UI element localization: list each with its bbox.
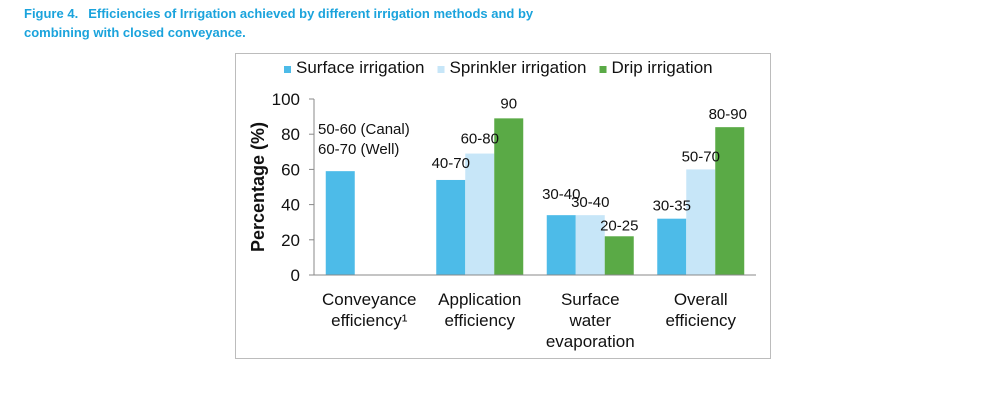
bar-chart: Surface irrigation Sprinkler irrigation Dr…	[248, 58, 756, 351]
bar-value-label: 80-90	[709, 106, 747, 123]
bars	[325, 118, 745, 275]
y-tick-label: 80	[281, 125, 300, 144]
x-tick-label: Surface water evaporation	[546, 290, 635, 351]
x-tick-label-line: Surface	[561, 290, 620, 309]
legend-swatch-surface	[284, 66, 291, 73]
x-tick-label-line: Application	[438, 290, 521, 309]
bar-sprinkler	[686, 169, 716, 275]
y-axis: 0 20 40 60 80 100	[272, 90, 315, 285]
legend-label: Drip irrigation	[612, 58, 713, 77]
bar-value-label: 50-70	[682, 148, 720, 165]
x-tick-label-line: Overall	[674, 290, 728, 309]
bar-surface	[436, 179, 466, 275]
y-tick-label: 100	[272, 90, 300, 109]
bar-value-label: 40-70	[432, 155, 470, 172]
bar-drip	[604, 236, 634, 275]
bar-value-label: 30-40	[542, 186, 580, 203]
x-tick-label: Conveyance efficiency¹	[322, 290, 417, 330]
bar-sprinkler	[575, 215, 605, 275]
bar-value-label: 30-35	[653, 198, 691, 215]
legend-swatch-drip	[599, 66, 607, 73]
x-tick-label-line: efficiency¹	[331, 311, 408, 330]
figure-caption: Figure 4. Efficiencies of Irrigation achi…	[24, 4, 584, 42]
legend-label: Surface irrigation	[296, 58, 425, 77]
x-axis: Conveyance efficiency¹ Application efficien…	[314, 274, 756, 351]
annotation-label: 50-60 (Canal)	[318, 121, 410, 138]
legend-swatch-sprinkler	[437, 66, 445, 73]
x-tick-label: Overall efficiency	[665, 290, 736, 330]
legend: Surface irrigation Sprinkler irrigation Dr…	[284, 58, 713, 77]
bar-drip	[494, 118, 524, 275]
bar-drip	[715, 127, 745, 275]
x-tick-label-line: efficiency	[665, 311, 736, 330]
bar-value-label: 20-25	[600, 217, 638, 234]
bar-surface	[546, 215, 576, 275]
y-tick-label: 20	[281, 231, 300, 250]
figure-caption-text: Efficiencies of Irrigation achieved by d…	[24, 6, 534, 40]
annotation-label: 60-70 (Well)	[318, 141, 399, 158]
legend-label: Sprinkler irrigation	[450, 58, 587, 77]
x-tick-label-line: water	[568, 311, 611, 330]
bar-value-label: 60-80	[461, 131, 499, 148]
x-tick-label-line: efficiency	[444, 311, 515, 330]
y-tick-label: 0	[291, 266, 300, 285]
x-tick-label-line: Conveyance	[322, 290, 417, 309]
bar-value-label: 30-40	[571, 194, 609, 211]
figure-number: Figure 4.	[24, 6, 79, 21]
chart-frame: Surface irrigation Sprinkler irrigation Dr…	[235, 53, 771, 359]
y-tick-label: 40	[281, 196, 300, 215]
x-tick-label: Application efficiency	[438, 290, 521, 330]
bar-value-label: 90	[500, 95, 517, 112]
y-tick-label: 60	[281, 160, 300, 179]
y-axis-label: Percentage (%)	[248, 122, 268, 252]
bar-sprinkler	[465, 153, 495, 275]
bar-surface	[657, 218, 687, 275]
bar-surface	[325, 171, 355, 275]
x-tick-label-line: evaporation	[546, 332, 635, 351]
